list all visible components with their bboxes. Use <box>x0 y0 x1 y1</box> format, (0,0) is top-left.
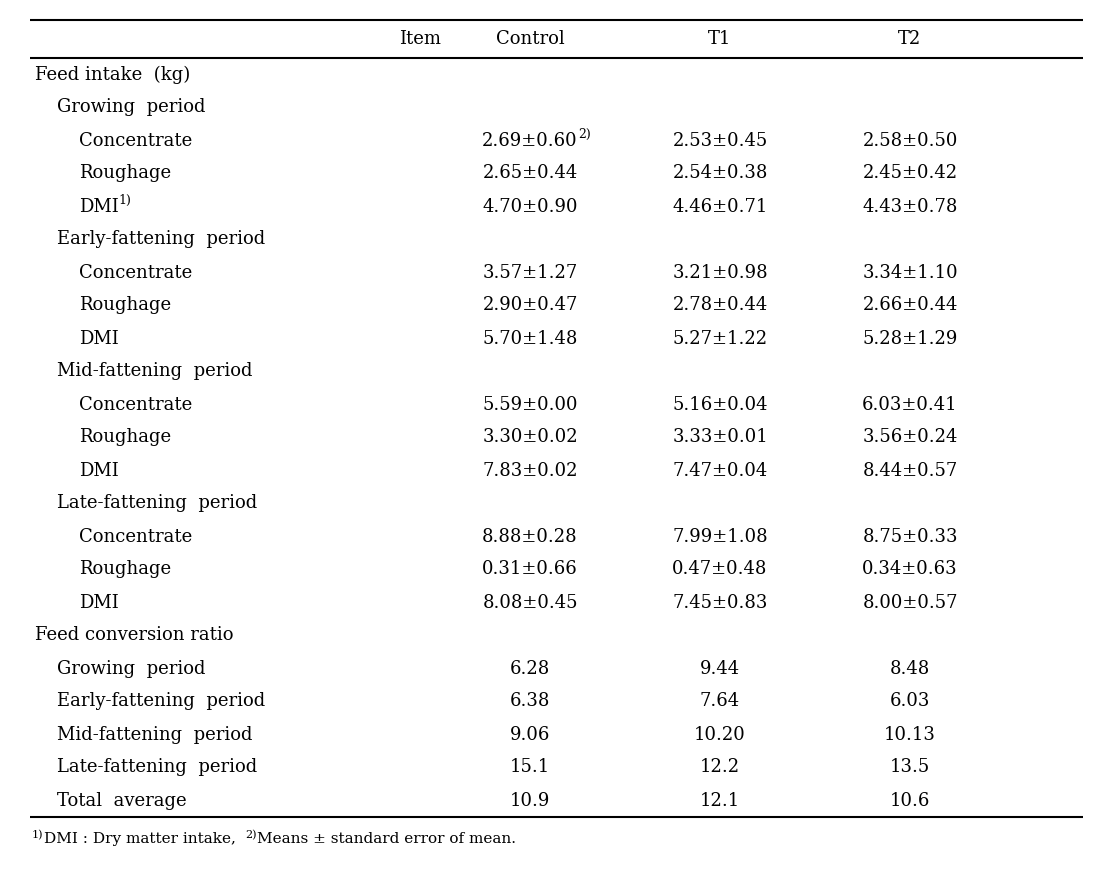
Text: 2.45±0.42: 2.45±0.42 <box>863 165 957 183</box>
Text: 2.65±0.44: 2.65±0.44 <box>482 165 578 183</box>
Text: 6.38: 6.38 <box>510 692 550 711</box>
Text: Roughage: Roughage <box>79 165 171 183</box>
Text: 3.21±0.98: 3.21±0.98 <box>672 264 768 281</box>
Text: 5.27±1.22: 5.27±1.22 <box>672 330 768 348</box>
Text: 5.59±0.00: 5.59±0.00 <box>482 395 578 414</box>
Text: 2.53±0.45: 2.53±0.45 <box>672 131 768 150</box>
Text: 1): 1) <box>32 830 43 840</box>
Text: Mid-fattening  period: Mid-fattening period <box>57 363 253 380</box>
Text: Feed intake  (kg): Feed intake (kg) <box>35 65 190 84</box>
Text: T2: T2 <box>898 30 922 48</box>
Text: DMI: DMI <box>79 330 119 348</box>
Text: DMI: DMI <box>79 198 119 215</box>
Text: 4.46±0.71: 4.46±0.71 <box>672 198 768 215</box>
Text: 7.99±1.08: 7.99±1.08 <box>672 527 768 545</box>
Text: 6.03±0.41: 6.03±0.41 <box>863 395 958 414</box>
Text: DMI: DMI <box>79 594 119 611</box>
Text: 13.5: 13.5 <box>890 759 930 776</box>
Text: 5.70±1.48: 5.70±1.48 <box>482 330 578 348</box>
Text: Late-fattening  period: Late-fattening period <box>57 495 257 512</box>
Text: 5.28±1.29: 5.28±1.29 <box>863 330 957 348</box>
Text: Concentrate: Concentrate <box>79 395 193 414</box>
Text: Early-fattening  period: Early-fattening period <box>57 692 265 711</box>
Text: T1: T1 <box>708 30 731 48</box>
Text: 8.08±0.45: 8.08±0.45 <box>482 594 578 611</box>
Text: 10.9: 10.9 <box>510 791 550 810</box>
Text: 0.31±0.66: 0.31±0.66 <box>482 560 578 579</box>
Text: 8.88±0.28: 8.88±0.28 <box>482 527 578 545</box>
Text: 8.75±0.33: 8.75±0.33 <box>863 527 958 545</box>
Text: 2.78±0.44: 2.78±0.44 <box>672 296 768 315</box>
Text: 2.90±0.47: 2.90±0.47 <box>482 296 578 315</box>
Text: 8.48: 8.48 <box>890 660 930 677</box>
Text: Mid-fattening  period: Mid-fattening period <box>57 726 253 744</box>
Text: Late-fattening  period: Late-fattening period <box>57 759 257 776</box>
Text: 7.47±0.04: 7.47±0.04 <box>672 461 768 480</box>
Text: Early-fattening  period: Early-fattening period <box>57 230 265 249</box>
Text: 3.33±0.01: 3.33±0.01 <box>672 429 768 446</box>
Text: 3.56±0.24: 3.56±0.24 <box>863 429 957 446</box>
Text: Roughage: Roughage <box>79 560 171 579</box>
Text: 0.47±0.48: 0.47±0.48 <box>672 560 768 579</box>
Text: Item: Item <box>398 30 441 48</box>
Text: 1): 1) <box>119 194 131 207</box>
Text: 0.34±0.63: 0.34±0.63 <box>863 560 958 579</box>
Text: 8.00±0.57: 8.00±0.57 <box>863 594 958 611</box>
Text: 2): 2) <box>245 830 257 840</box>
Text: 2.66±0.44: 2.66±0.44 <box>863 296 957 315</box>
Text: 2): 2) <box>578 128 591 141</box>
Text: 10.6: 10.6 <box>889 791 930 810</box>
Text: 2.54±0.38: 2.54±0.38 <box>672 165 768 183</box>
Text: 6.28: 6.28 <box>510 660 550 677</box>
Text: 6.03: 6.03 <box>889 692 930 711</box>
Text: 5.16±0.04: 5.16±0.04 <box>672 395 768 414</box>
Text: Means ± standard error of mean.: Means ± standard error of mean. <box>257 832 515 846</box>
Text: 8.44±0.57: 8.44±0.57 <box>863 461 957 480</box>
Text: 3.30±0.02: 3.30±0.02 <box>482 429 578 446</box>
Text: 12.1: 12.1 <box>700 791 740 810</box>
Text: Growing  period: Growing period <box>57 99 206 116</box>
Text: 2.69±0.60: 2.69±0.60 <box>482 131 578 150</box>
Text: 3.57±1.27: 3.57±1.27 <box>482 264 578 281</box>
Text: 3.34±1.10: 3.34±1.10 <box>863 264 958 281</box>
Text: 7.83±0.02: 7.83±0.02 <box>482 461 578 480</box>
Text: Concentrate: Concentrate <box>79 527 193 545</box>
Text: Roughage: Roughage <box>79 296 171 315</box>
Text: 12.2: 12.2 <box>700 759 740 776</box>
Text: 10.20: 10.20 <box>695 726 746 744</box>
Text: Roughage: Roughage <box>79 429 171 446</box>
Text: DMI: DMI <box>79 461 119 480</box>
Text: 10.13: 10.13 <box>884 726 936 744</box>
Text: 4.70±0.90: 4.70±0.90 <box>482 198 578 215</box>
Text: Control: Control <box>495 30 564 48</box>
Text: 7.64: 7.64 <box>700 692 740 711</box>
Text: 2.58±0.50: 2.58±0.50 <box>863 131 957 150</box>
Text: Growing  period: Growing period <box>57 660 206 677</box>
Text: Total  average: Total average <box>57 791 187 810</box>
Text: 9.44: 9.44 <box>700 660 740 677</box>
Text: Feed conversion ratio: Feed conversion ratio <box>35 626 234 645</box>
Text: 9.06: 9.06 <box>510 726 550 744</box>
Text: 7.45±0.83: 7.45±0.83 <box>672 594 768 611</box>
Text: Concentrate: Concentrate <box>79 131 193 150</box>
Text: Concentrate: Concentrate <box>79 264 193 281</box>
Text: 4.43±0.78: 4.43±0.78 <box>863 198 957 215</box>
Text: DMI : Dry matter intake,: DMI : Dry matter intake, <box>43 832 245 846</box>
Text: 15.1: 15.1 <box>510 759 550 776</box>
